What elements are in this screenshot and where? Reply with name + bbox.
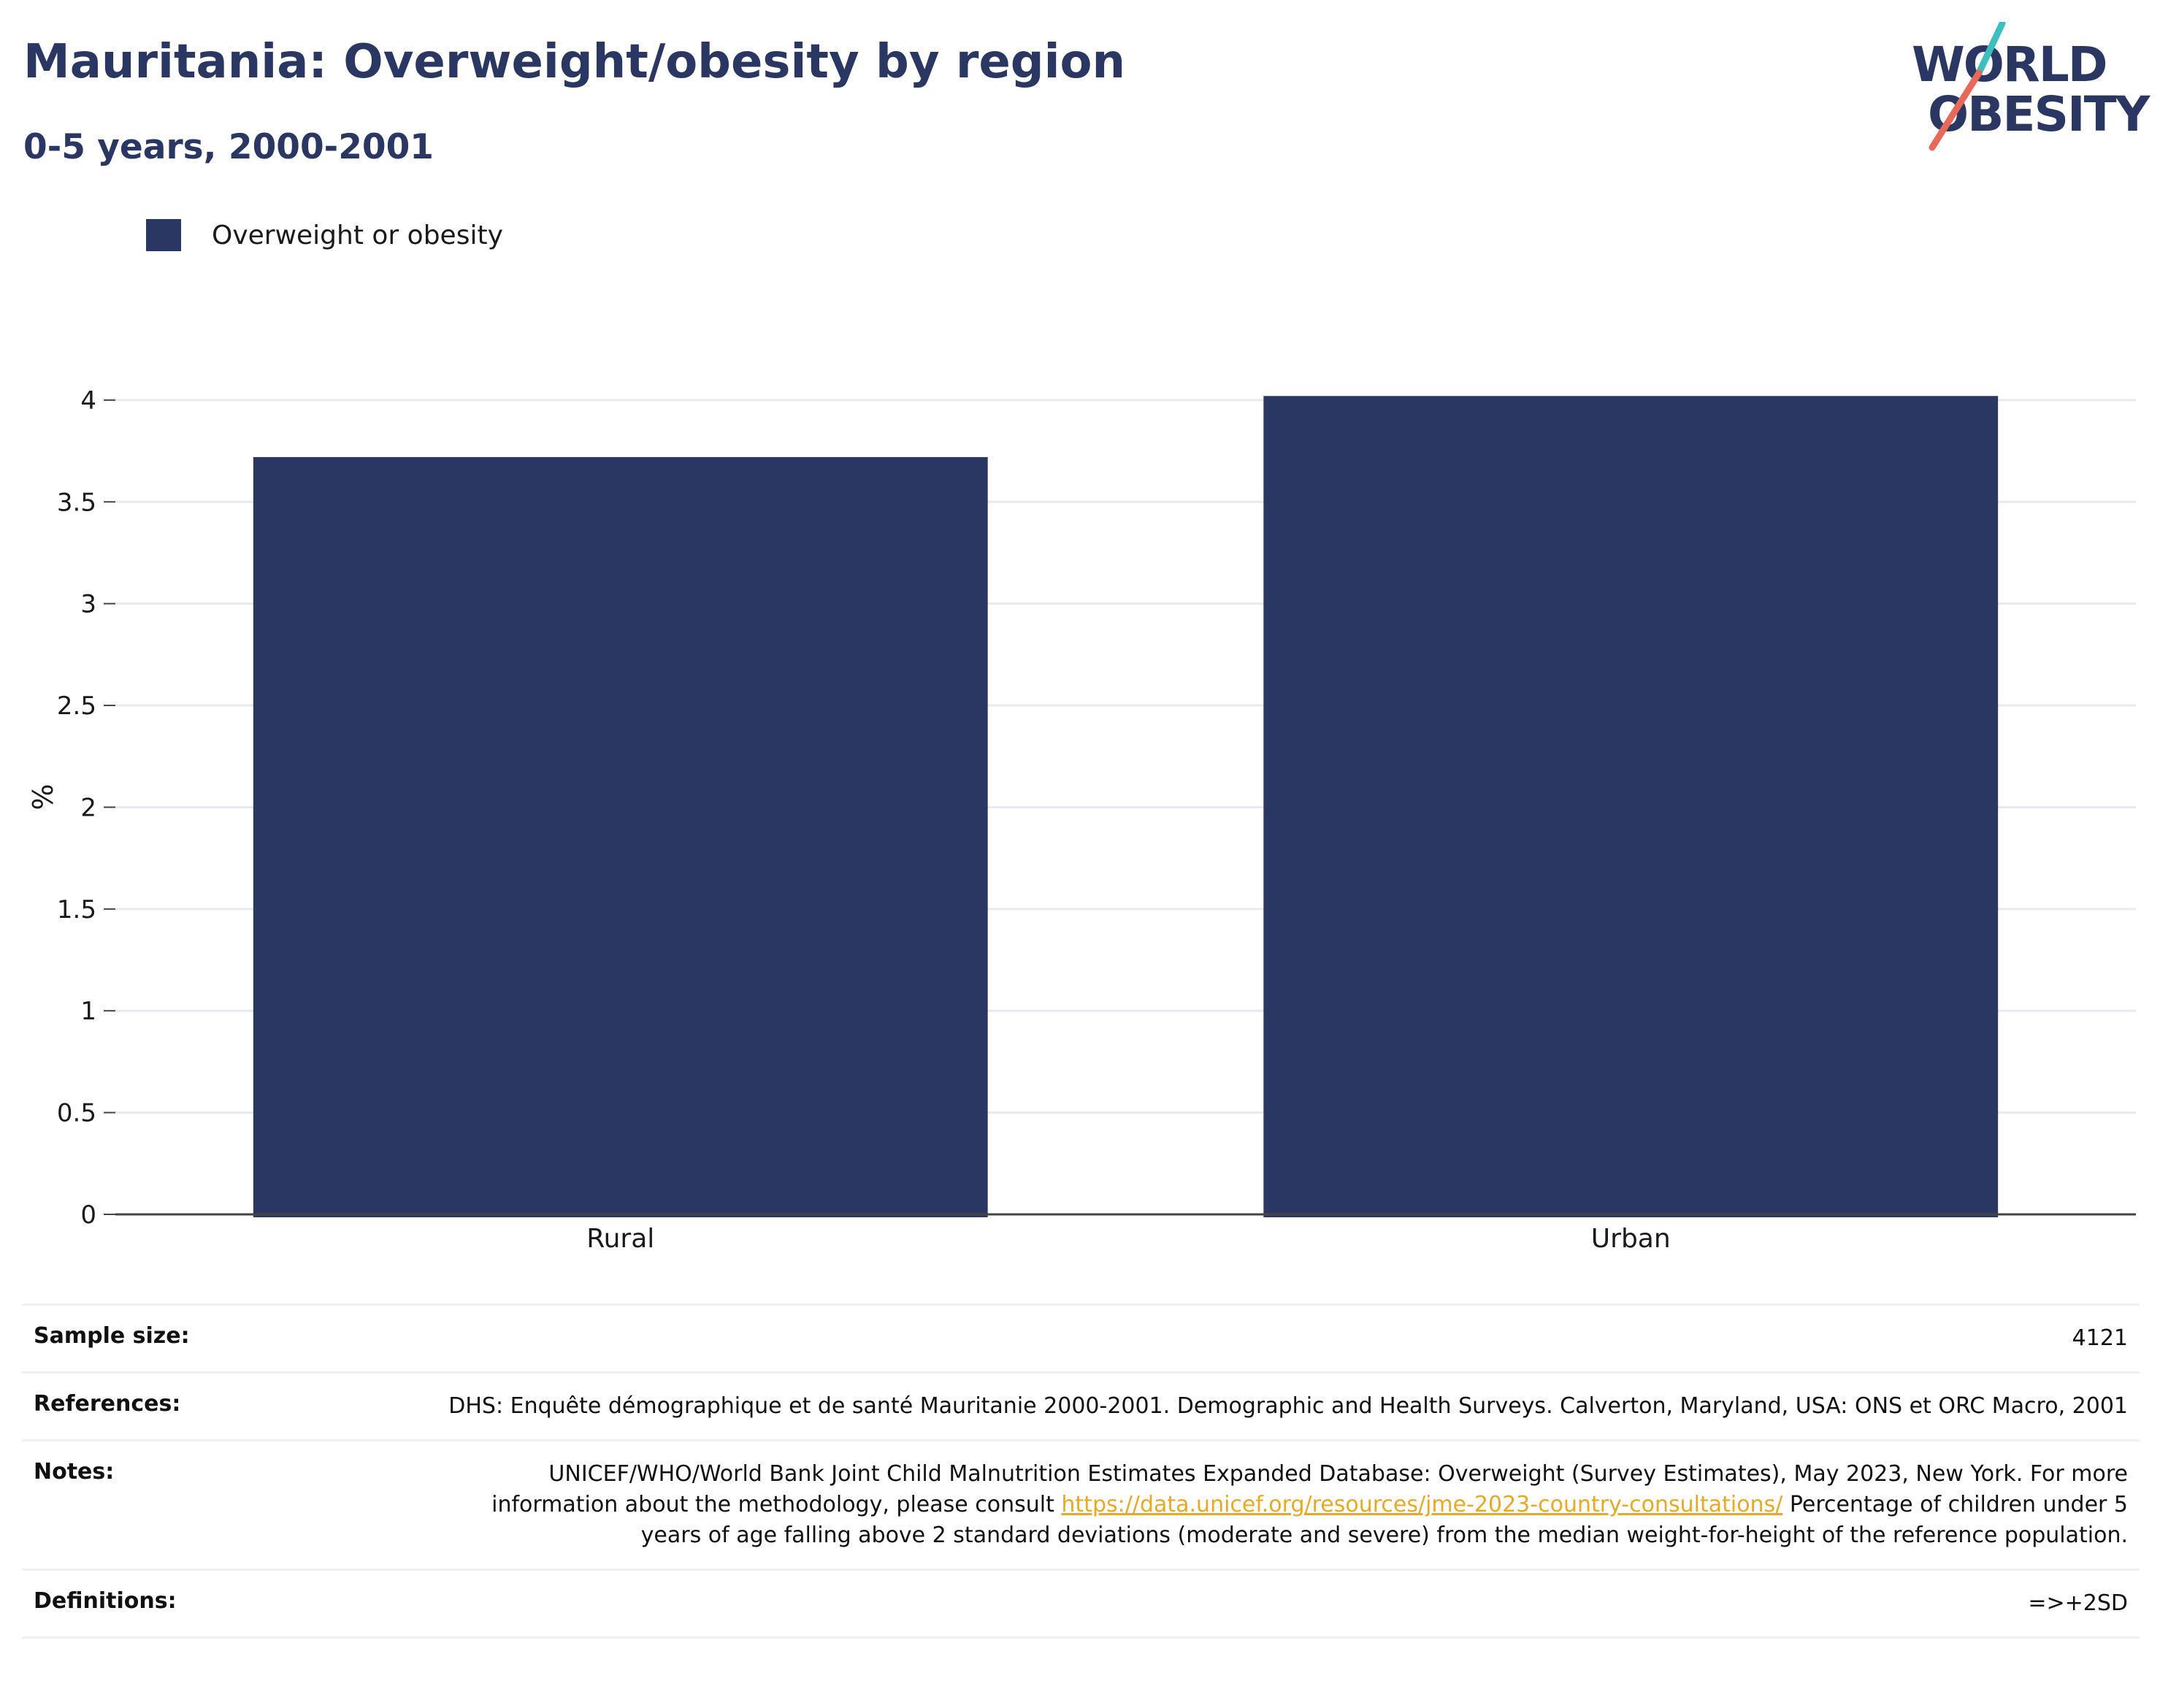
info-row-references: References: DHS: Enquête démographique e…	[22, 1374, 2140, 1441]
info-table: Sample size: 4121 References: DHS: Enquê…	[22, 1303, 2140, 1639]
legend-label: Overweight or obesity	[212, 221, 503, 250]
bar-urban	[1263, 396, 1999, 1217]
world-obesity-logo: WORLD OBESITY	[1906, 22, 2150, 153]
references-label: References:	[34, 1391, 181, 1417]
y-tick-label: 3.5	[57, 488, 96, 517]
chart-subtitle: 0-5 years, 2000-2001	[23, 127, 434, 167]
y-axis-title: %	[27, 784, 59, 810]
logo-slash-icon	[1929, 22, 2006, 151]
x-tick-label: Rural	[586, 1224, 654, 1254]
y-tick-label: 3	[80, 590, 96, 619]
y-tick-label: 0.5	[57, 1099, 96, 1128]
y-tick-label: 2	[80, 793, 96, 822]
info-row-sample-size: Sample size: 4121	[22, 1306, 2140, 1374]
sample-size-value: 4121	[2072, 1325, 2128, 1351]
y-tick-label: 2.5	[57, 692, 96, 721]
x-tick-label: Urban	[1591, 1224, 1671, 1254]
info-row-definitions: Definitions: =>+2SD	[22, 1571, 2140, 1639]
info-row-notes: Notes: UNICEF/WHO/World Bank Joint Child…	[22, 1441, 2140, 1571]
references-value: DHS: Enquête démographique et de santé M…	[448, 1393, 2128, 1419]
definitions-value: =>+2SD	[2028, 1590, 2128, 1616]
definitions-label: Definitions:	[34, 1588, 177, 1614]
y-tick-label: 0	[80, 1200, 96, 1230]
bar-chart: 0 0.5 1 1.5 2 2.5 3 3.5 4 Rural Urban%	[27, 386, 2136, 1254]
notes-value: UNICEF/WHO/World Bank Joint Child Malnut…	[443, 1459, 2128, 1551]
chart-title: Mauritania: Overweight/obesity by region	[23, 35, 1126, 89]
sample-size-label: Sample size:	[34, 1323, 190, 1349]
y-tick-label: 4	[80, 386, 96, 415]
bar-rural	[253, 456, 988, 1218]
notes-text: UNICEF/WHO/World Bank Joint Child Malnut…	[491, 1461, 2128, 1517]
methodology-link[interactable]: https://data.unicef.org/resources/jme-20…	[1061, 1492, 1783, 1517]
y-tick-label: 1.5	[57, 895, 96, 924]
notes-label: Notes:	[34, 1459, 115, 1485]
y-tick-label: 1	[80, 997, 96, 1026]
legend-swatch	[146, 219, 181, 251]
notes-text-continued: Percentage of children under 5 years of …	[640, 1492, 2128, 1548]
logo-text-world: WORLD	[1912, 37, 2108, 93]
